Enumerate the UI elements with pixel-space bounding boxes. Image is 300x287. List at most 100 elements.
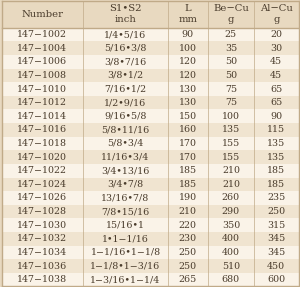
Text: 170: 170 — [179, 153, 197, 162]
Text: 3/4•7/8: 3/4•7/8 — [107, 180, 144, 189]
Text: 235: 235 — [267, 193, 285, 202]
Text: 510: 510 — [222, 261, 240, 271]
Text: 1−3/16•1−1/4: 1−3/16•1−1/4 — [90, 275, 160, 284]
Text: 65: 65 — [270, 98, 282, 107]
Text: Be−Cu
g: Be−Cu g — [213, 5, 249, 24]
Text: 250: 250 — [179, 248, 197, 257]
Text: 185: 185 — [179, 180, 197, 189]
Text: 20: 20 — [270, 30, 282, 39]
Text: 450: 450 — [267, 261, 285, 271]
Text: 147−1022: 147−1022 — [17, 166, 67, 175]
Bar — [2, 69, 298, 82]
Text: 115: 115 — [267, 125, 285, 134]
Text: 135: 135 — [267, 153, 285, 162]
Text: 147−1036: 147−1036 — [17, 261, 68, 271]
Text: 147−1038: 147−1038 — [17, 275, 68, 284]
Text: 150: 150 — [179, 112, 197, 121]
Text: 1/2•9/16: 1/2•9/16 — [104, 98, 147, 107]
Bar — [2, 137, 298, 150]
Bar — [2, 259, 298, 273]
Bar — [2, 82, 298, 96]
Text: 147−1004: 147−1004 — [17, 44, 67, 53]
Text: 1/4•5/16: 1/4•5/16 — [104, 30, 147, 39]
Text: 120: 120 — [179, 57, 197, 66]
Text: 210: 210 — [222, 180, 240, 189]
Bar — [2, 218, 298, 232]
Text: L
mm: L mm — [178, 5, 197, 24]
Text: 345: 345 — [267, 234, 285, 243]
Text: 65: 65 — [270, 85, 282, 94]
Text: 220: 220 — [179, 221, 197, 230]
Bar — [2, 205, 298, 218]
Text: 210: 210 — [179, 207, 197, 216]
Text: 5/16•3/8: 5/16•3/8 — [104, 44, 147, 53]
Text: 3/4•13/16: 3/4•13/16 — [101, 166, 150, 175]
Text: 1•1−1/16: 1•1−1/16 — [102, 234, 149, 243]
Text: 147−1028: 147−1028 — [17, 207, 67, 216]
Text: 30: 30 — [270, 44, 282, 53]
Text: 5/8•11/16: 5/8•11/16 — [101, 125, 150, 134]
Text: 50: 50 — [225, 71, 237, 80]
Text: 147−1018: 147−1018 — [17, 139, 67, 148]
Text: 3/8•1/2: 3/8•1/2 — [107, 71, 144, 80]
Text: 3/8•7/16: 3/8•7/16 — [104, 57, 147, 66]
Text: 147−1020: 147−1020 — [17, 153, 67, 162]
Text: 1−1/16•1−1/8: 1−1/16•1−1/8 — [90, 248, 160, 257]
Text: 600: 600 — [267, 275, 285, 284]
Text: 250: 250 — [179, 261, 197, 271]
Bar — [2, 178, 298, 191]
Text: 7/8•15/16: 7/8•15/16 — [101, 207, 150, 216]
Text: 170: 170 — [179, 139, 197, 148]
Text: 1−1/8•1−3/16: 1−1/8•1−3/16 — [90, 261, 160, 271]
Text: 185: 185 — [267, 180, 285, 189]
Text: 400: 400 — [222, 248, 240, 257]
Text: 147−1008: 147−1008 — [17, 71, 67, 80]
Bar — [2, 150, 298, 164]
Text: 130: 130 — [179, 85, 197, 94]
Text: 147−1030: 147−1030 — [17, 221, 68, 230]
Text: 35: 35 — [225, 44, 237, 53]
Text: 25: 25 — [225, 30, 237, 39]
Text: 7/16•1/2: 7/16•1/2 — [104, 85, 147, 94]
Text: 135: 135 — [267, 139, 285, 148]
Text: 147−1034: 147−1034 — [17, 248, 68, 257]
Text: 680: 680 — [222, 275, 240, 284]
Text: 90: 90 — [182, 30, 194, 39]
Text: 9/16•5/8: 9/16•5/8 — [104, 112, 147, 121]
Text: S1•S2
inch: S1•S2 inch — [109, 5, 142, 24]
Text: 147−1024: 147−1024 — [17, 180, 67, 189]
Text: 230: 230 — [179, 234, 197, 243]
Text: 147−1032: 147−1032 — [17, 234, 68, 243]
Text: 75: 75 — [225, 98, 237, 107]
Bar — [2, 28, 298, 41]
Bar — [2, 191, 298, 205]
Text: Number: Number — [21, 10, 63, 19]
Text: 185: 185 — [179, 166, 197, 175]
Text: 90: 90 — [270, 112, 282, 121]
Text: 290: 290 — [222, 207, 240, 216]
Text: 260: 260 — [222, 193, 240, 202]
Text: 345: 345 — [267, 248, 285, 257]
Text: 265: 265 — [179, 275, 197, 284]
Text: 155: 155 — [222, 139, 240, 148]
Text: 50: 50 — [225, 57, 237, 66]
Text: Al−Cu
g: Al−Cu g — [260, 5, 293, 24]
Text: 15/16•1: 15/16•1 — [106, 221, 145, 230]
Text: 75: 75 — [225, 85, 237, 94]
Text: 11/16•3/4: 11/16•3/4 — [101, 153, 150, 162]
Text: 160: 160 — [179, 125, 197, 134]
Bar — [2, 96, 298, 109]
Text: 315: 315 — [267, 221, 285, 230]
Text: 400: 400 — [222, 234, 240, 243]
Text: 155: 155 — [222, 153, 240, 162]
Text: 147−1002: 147−1002 — [17, 30, 67, 39]
Text: 210: 210 — [222, 166, 240, 175]
Text: 147−1006: 147−1006 — [17, 57, 68, 66]
Text: 350: 350 — [222, 221, 240, 230]
Text: 130: 130 — [179, 98, 197, 107]
Text: 5/8•3/4: 5/8•3/4 — [107, 139, 144, 148]
Text: 147−1026: 147−1026 — [17, 193, 68, 202]
Text: 147−1014: 147−1014 — [17, 112, 67, 121]
Bar — [2, 246, 298, 259]
Bar — [2, 109, 298, 123]
